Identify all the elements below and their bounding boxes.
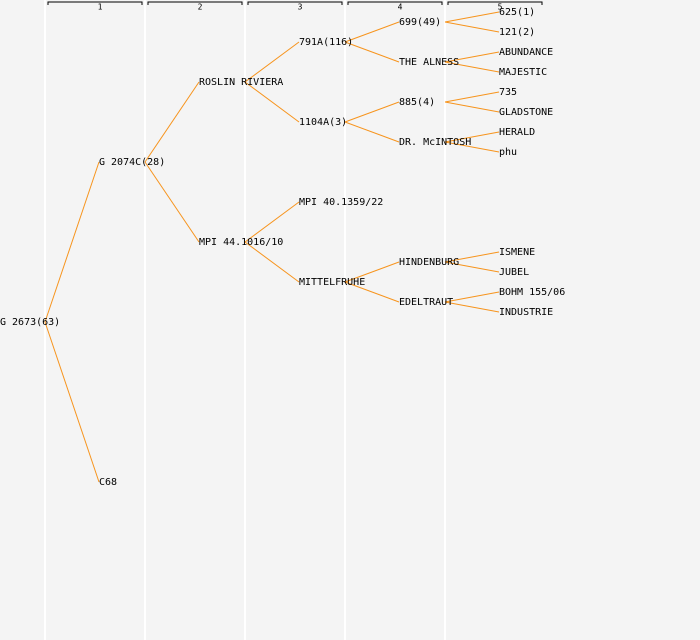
node-label: MAJESTIC (499, 67, 547, 78)
header-bracket (147, 1, 243, 5)
edge (344, 121, 400, 143)
node-label: 1104A(3) (299, 117, 347, 128)
edge (44, 161, 100, 323)
edge (444, 21, 500, 33)
column-header: 5 (498, 3, 503, 12)
header-bracket (47, 1, 143, 5)
node-label: GLADSTONE (499, 107, 553, 118)
edge (144, 81, 200, 163)
edge (444, 301, 500, 313)
node-label: THE ALNESS (399, 57, 459, 68)
edge (344, 101, 400, 123)
node-label: JUBEL (499, 267, 529, 278)
edge (444, 251, 500, 263)
edge (244, 201, 300, 243)
node-label: ABUNDANCE (499, 47, 553, 58)
node-label: 735 (499, 87, 517, 98)
column-header: 3 (298, 3, 303, 12)
node-label: MPI 44.1016/10 (199, 237, 283, 248)
node-label: ROSLIN RIVIERA (199, 77, 283, 88)
node-label: G 2673(63) (0, 317, 60, 328)
edge (444, 141, 500, 153)
node-label: MITTELFRUHE (299, 277, 365, 288)
edge (344, 261, 400, 283)
node-label: 885(4) (399, 97, 435, 108)
node-label: C68 (99, 477, 117, 488)
node-label: DR. McINTOSH (399, 137, 471, 148)
edge (344, 21, 400, 43)
node-label: HINDENBURG (399, 257, 459, 268)
edge (244, 241, 300, 283)
column-header: 1 (98, 3, 103, 12)
column-header: 4 (398, 3, 403, 12)
edge (444, 61, 500, 73)
edge (444, 261, 500, 273)
edge (444, 91, 500, 103)
edge (244, 41, 300, 83)
edge (344, 281, 400, 303)
node-label: BOHM 155/06 (499, 287, 565, 298)
node-label: 791A(116) (299, 37, 353, 48)
node-label: ISMENE (499, 247, 535, 258)
edge (444, 131, 500, 143)
header-bracket (347, 1, 443, 5)
header-bracket (447, 1, 543, 5)
edge (444, 51, 500, 63)
edge (244, 81, 300, 123)
header-bracket (247, 1, 343, 5)
node-label: EDELTRAUT (399, 297, 453, 308)
node-label: G 2074C(28) (99, 157, 165, 168)
node-label: 625(1) (499, 7, 535, 18)
node-label: HERALD (499, 127, 535, 138)
edge (44, 321, 100, 483)
edge (444, 11, 500, 23)
node-label: phu (499, 147, 517, 158)
node-label: 699(49) (399, 17, 441, 28)
node-label: 121(2) (499, 27, 535, 38)
node-label: MPI 40.1359/22 (299, 197, 383, 208)
edge (344, 41, 400, 63)
edge (444, 101, 500, 113)
column-header: 2 (198, 3, 203, 12)
edge (444, 291, 500, 303)
edge (144, 161, 200, 243)
node-label: INDUSTRIE (499, 307, 553, 318)
